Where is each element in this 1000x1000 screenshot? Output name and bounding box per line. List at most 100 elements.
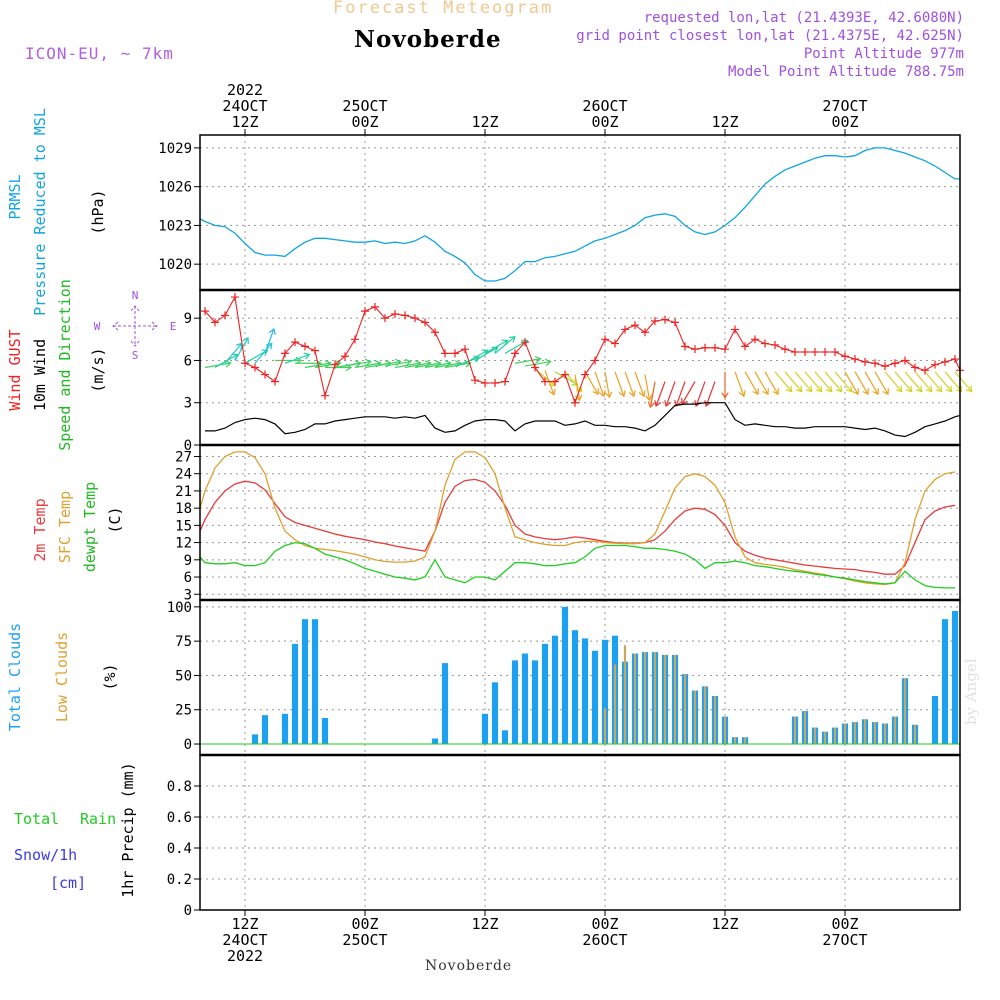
low-clouds-bar — [733, 737, 737, 745]
x-tick-label-bottom: 25OCT — [342, 931, 387, 949]
low-clouds-bar — [663, 654, 667, 745]
gust-marker — [861, 357, 869, 366]
gust-marker — [201, 307, 209, 316]
wind-direction-arrowhead — [805, 385, 813, 393]
wind-direction-arrowhead — [645, 394, 653, 402]
gust-marker — [371, 302, 379, 311]
y-tick-label: 0.6 — [167, 810, 192, 826]
wind-direction-arrow — [705, 381, 716, 407]
total-clouds-bar — [521, 653, 529, 744]
x-tick-label-top: 24OCT — [222, 97, 267, 115]
wind-direction-arrow — [514, 358, 541, 364]
wind-direction-arrow — [665, 381, 676, 407]
compass-n: N — [132, 289, 139, 302]
wind-direction-arrowhead — [835, 385, 843, 393]
wind-direction-arrowhead — [334, 360, 342, 368]
wind-direction-arrow — [649, 381, 656, 408]
gust-marker — [361, 307, 369, 316]
wind-direction-arrow — [814, 371, 833, 393]
y-tick-label: 0 — [184, 737, 192, 753]
low-clouds-bar — [813, 727, 817, 745]
gust-marker — [571, 398, 579, 407]
gust-marker — [321, 391, 329, 400]
wind-direction-arrow — [644, 374, 651, 401]
total-clouds-bar — [551, 635, 559, 745]
y-tick-label: 21 — [175, 484, 192, 500]
y-tick-label: 25 — [175, 703, 192, 719]
temp-label-dewpt: dewpt Temp — [81, 482, 99, 572]
low-clouds-bar — [893, 716, 897, 744]
low-clouds-bar — [643, 652, 647, 744]
wind-direction-arrowhead — [647, 401, 655, 409]
gust-marker — [541, 377, 549, 386]
gust-marker — [871, 359, 879, 368]
pressure-line — [199, 147, 960, 282]
wind-direction-arrowhead — [592, 388, 599, 396]
wind-direction-arrowhead — [261, 349, 269, 356]
wind-direction-arrow — [854, 371, 869, 395]
y-tick-label: 100 — [167, 600, 192, 616]
compass-rose — [112, 305, 158, 347]
precip-label-rain: Rain — [80, 810, 116, 828]
wind-direction-arrowhead — [231, 353, 239, 361]
wind-direction-arrow — [484, 339, 508, 354]
wind-direction-arrowhead — [638, 390, 646, 398]
gust-marker — [311, 346, 319, 355]
clouds-label-low: Low Clouds — [53, 632, 71, 722]
gust-marker — [681, 342, 689, 351]
wind-direction-arrow — [264, 328, 275, 354]
low-clouds-bar — [703, 686, 707, 744]
wind-speed-line — [205, 402, 961, 438]
wind-direction-arrowhead — [674, 400, 682, 408]
low-clouds-bar — [903, 678, 907, 744]
clouds-unit: (%) — [101, 663, 119, 690]
total-clouds-bar — [251, 734, 259, 744]
total-clouds-bar — [591, 650, 599, 745]
total-clouds-bar — [501, 730, 509, 744]
gust-marker — [551, 377, 559, 386]
wind-direction-arrowhead — [473, 355, 481, 363]
wind-direction-arrowhead — [534, 355, 542, 364]
gust-marker — [271, 377, 279, 386]
y-tick-label: 15 — [175, 518, 192, 534]
wind-direction-arrow — [874, 371, 889, 395]
x-tick-label-bottom: 2022 — [227, 947, 263, 965]
x-tick-label-top: 25OCT — [342, 97, 387, 115]
wind-direction-arrowhead — [815, 385, 823, 393]
wind-direction-arrow — [804, 371, 823, 393]
wind-direction-arrowhead — [404, 358, 412, 367]
wind-direction-arrowhead — [628, 390, 636, 398]
y-tick-label: 6 — [184, 353, 192, 369]
gust-marker — [671, 318, 679, 327]
gust-marker — [701, 343, 709, 352]
sfc-temp-line — [199, 451, 956, 586]
wind-label-gust: Wind GUST — [6, 329, 24, 410]
precip-unit: 1hr Precip (mm) — [119, 762, 137, 897]
wind-direction-arrow — [774, 371, 793, 393]
wind-direction-arrow — [954, 371, 973, 393]
gust-marker — [731, 325, 739, 334]
low-clouds-bar — [633, 653, 637, 744]
gust-marker — [521, 338, 529, 347]
y-tick-label: 9 — [184, 553, 192, 569]
wind-direction-arrow — [494, 336, 516, 354]
wind-direction-arrow — [824, 371, 843, 393]
wind-direction-arrowhead — [618, 390, 626, 398]
wind-direction-arrow — [374, 360, 401, 367]
wind-direction-arrowhead — [752, 388, 759, 396]
total-clouds-bar — [291, 643, 299, 744]
compass-w: W — [94, 320, 101, 333]
wind-direction-arrow — [675, 381, 686, 407]
wind-direction-arrow — [681, 381, 696, 405]
wind-direction-arrow — [434, 362, 461, 369]
gust-marker — [641, 328, 649, 337]
wind-direction-arrowhead — [852, 388, 859, 396]
gust-marker — [401, 311, 409, 320]
gust-marker — [261, 370, 269, 379]
grid-point: grid point closest lon,lat (21.4375E, 42… — [576, 28, 964, 44]
gust-marker — [891, 359, 899, 368]
gust-marker — [651, 317, 659, 325]
wind-direction-arrow — [904, 371, 923, 393]
wind-direction-arrow — [655, 381, 666, 407]
